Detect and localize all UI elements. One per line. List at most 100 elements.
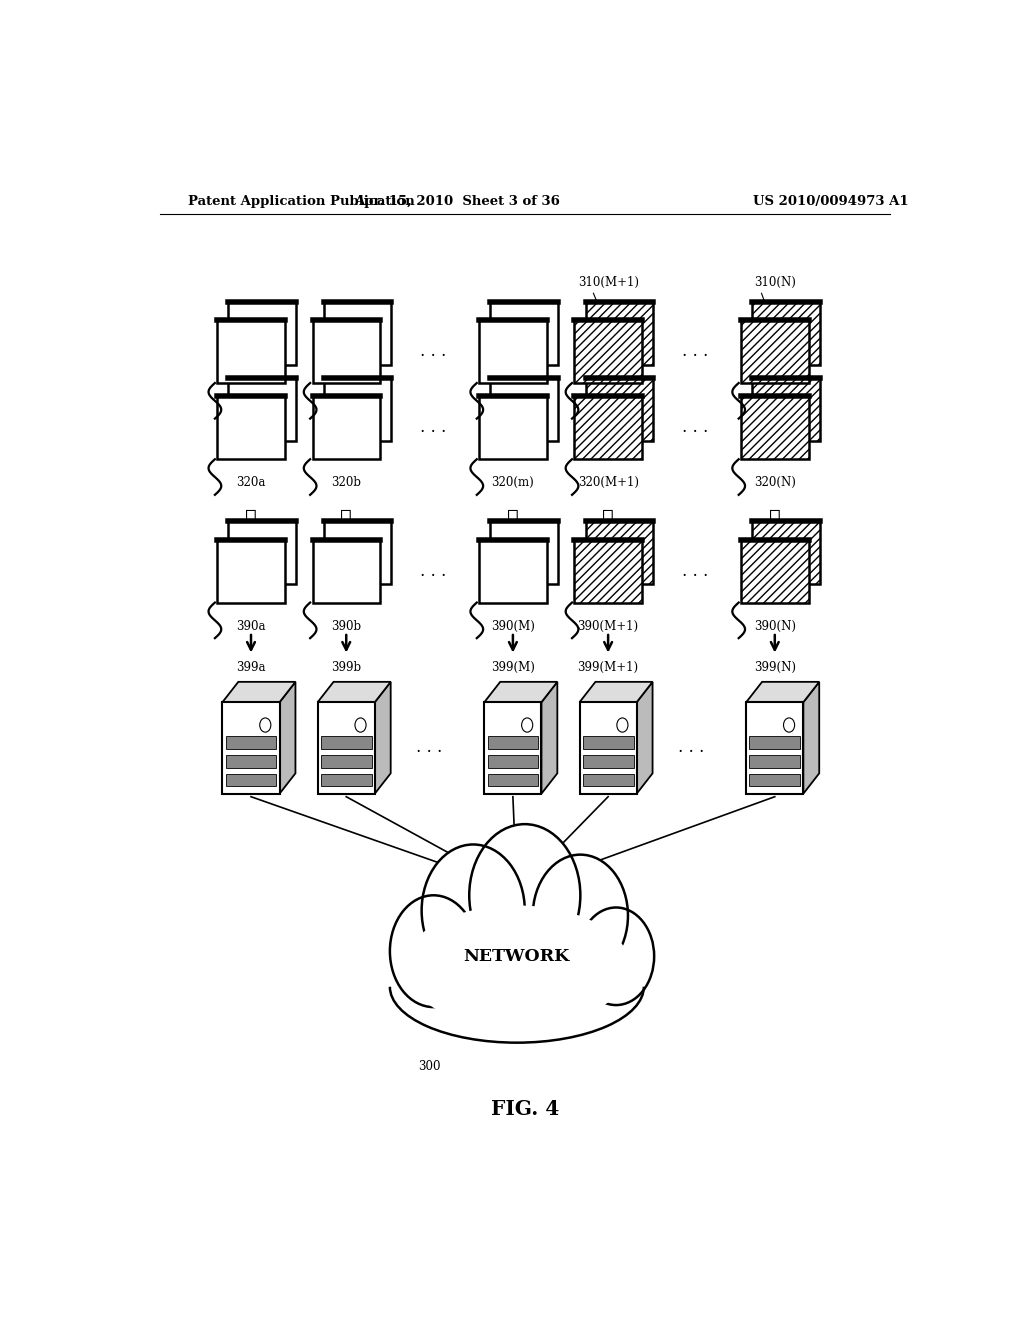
Bar [228,521,296,585]
Text: ⋮: ⋮ [602,510,614,527]
Bar [583,737,634,748]
Bar [312,540,380,602]
Bar [479,319,547,383]
Text: 320(M+1): 320(M+1) [578,475,639,488]
Polygon shape [375,682,391,793]
Bar [750,774,800,787]
Bar [574,319,642,383]
Bar [217,319,285,383]
Text: . . .: . . . [678,739,705,756]
Text: 320(N): 320(N) [754,475,796,488]
Text: ⋮: ⋮ [245,510,257,527]
Bar [490,378,558,441]
Bar [225,755,276,767]
Circle shape [578,907,654,1005]
Circle shape [260,718,270,733]
Text: 399a: 399a [237,660,266,673]
Text: 320a: 320a [237,475,265,488]
Text: ⋮: ⋮ [769,510,780,527]
Text: 310(N): 310(N) [754,276,796,289]
Text: 320(m): 320(m) [492,475,535,488]
Text: ⋮: ⋮ [340,510,352,527]
Bar [321,755,372,767]
Bar [746,702,804,793]
Bar [317,702,375,793]
Polygon shape [542,682,557,793]
Bar [321,737,372,748]
Bar [583,774,634,787]
Text: 390(M+1): 390(M+1) [578,620,639,632]
Text: ⋮: ⋮ [507,510,519,527]
Text: 390a: 390a [237,620,266,632]
Text: . . .: . . . [417,739,442,756]
Text: 390b: 390b [331,620,361,632]
Bar [487,774,539,787]
Bar [487,737,539,748]
Bar [586,378,653,441]
Circle shape [355,718,367,733]
Polygon shape [484,682,557,702]
Bar [225,774,276,787]
Circle shape [422,845,524,977]
Bar [753,378,819,441]
Text: 310b: 310b [331,399,361,412]
Polygon shape [637,682,652,793]
Text: FIG. 4: FIG. 4 [490,1098,559,1119]
Text: Patent Application Publication: Patent Application Publication [187,194,415,207]
Text: . . .: . . . [682,343,709,360]
Text: 399(M+1): 399(M+1) [578,660,639,673]
Text: . . .: . . . [682,420,709,436]
Circle shape [783,718,795,733]
Bar [324,378,391,441]
Text: 390(N): 390(N) [754,620,796,632]
Text: . . .: . . . [421,562,446,579]
Circle shape [469,824,581,966]
Bar [574,540,642,602]
Bar [753,302,819,364]
Bar [484,702,542,793]
Text: . . .: . . . [421,343,446,360]
Bar [487,755,539,767]
Ellipse shape [403,906,630,1027]
Text: US 2010/0094973 A1: US 2010/0094973 A1 [753,194,908,207]
Bar [228,302,296,364]
Bar [324,521,391,585]
Text: 399(N): 399(N) [754,660,796,673]
Bar [490,302,558,364]
Bar [741,319,809,383]
Bar [479,540,547,602]
Bar [574,396,642,459]
Polygon shape [580,682,652,702]
Text: 300: 300 [418,1060,440,1073]
Polygon shape [222,682,296,702]
Bar [586,521,653,585]
Text: Apr. 15, 2010  Sheet 3 of 36: Apr. 15, 2010 Sheet 3 of 36 [354,194,560,207]
Text: . . .: . . . [682,562,709,579]
Bar [586,302,653,364]
Polygon shape [280,682,296,793]
Bar [750,755,800,767]
Bar [580,702,637,793]
Bar [741,540,809,602]
Bar [583,755,634,767]
Bar [753,521,819,585]
Bar [312,396,380,459]
Text: 320b: 320b [331,475,361,488]
Text: 399(M): 399(M) [490,660,535,673]
Circle shape [532,854,628,977]
Ellipse shape [390,931,644,1043]
Text: 310(M+1): 310(M+1) [578,276,639,289]
Bar [741,396,809,459]
Bar [217,540,285,602]
Bar [490,521,558,585]
Text: . . .: . . . [421,420,446,436]
Bar [750,737,800,748]
Bar [479,396,547,459]
Circle shape [616,718,628,733]
Bar [321,774,372,787]
Text: NETWORK: NETWORK [464,948,570,965]
Bar [225,737,276,748]
Bar [324,302,391,364]
Circle shape [521,718,532,733]
Polygon shape [317,682,391,702]
